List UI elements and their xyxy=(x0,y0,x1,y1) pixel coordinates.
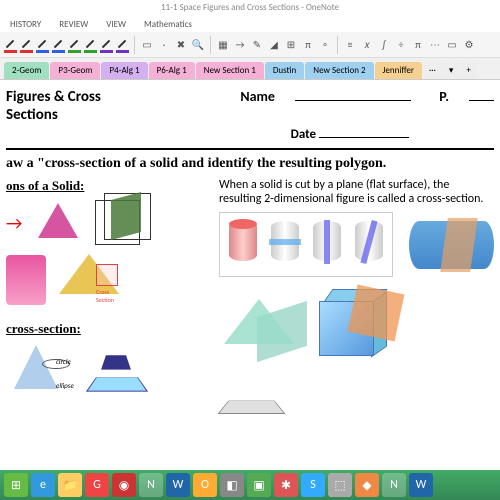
taskbar-start[interactable]: ⊞ xyxy=(4,473,28,497)
date-blank[interactable] xyxy=(319,137,409,138)
menu-mathematics[interactable]: Mathematics xyxy=(144,19,192,30)
ribbon-tool-15[interactable]: π xyxy=(411,38,425,52)
date-label: Date xyxy=(291,127,316,142)
period-blank[interactable] xyxy=(469,100,494,101)
pen-tool-6[interactable] xyxy=(100,38,113,51)
blue-cube-diagram xyxy=(317,289,387,359)
taskbar-app1[interactable]: ◉ xyxy=(112,473,136,497)
pen-tool-0[interactable] xyxy=(4,38,17,51)
taskbar-ie[interactable]: e xyxy=(31,473,55,497)
ribbon-tool-11[interactable]: ≡ xyxy=(343,38,357,52)
ribbon-tool-8[interactable]: ⊞ xyxy=(284,38,298,52)
square-pyramid-diagram xyxy=(84,341,154,401)
taskbar-app5[interactable]: ⬚ xyxy=(328,473,352,497)
section-tab-extra-2[interactable]: + xyxy=(460,62,476,79)
pen-tool-4[interactable] xyxy=(68,38,81,51)
horizontal-cylinder-diagram xyxy=(409,221,494,269)
menu-history[interactable]: HISTORY xyxy=(10,19,41,30)
explanation-text: When a solid is cut by a plane (flat sur… xyxy=(219,178,494,206)
ribbon-tool-0[interactable]: ▭ xyxy=(140,38,154,52)
taskbar-onenote[interactable]: N xyxy=(139,473,163,497)
taskbar-word2[interactable]: W xyxy=(409,473,433,497)
taskbar-outlook[interactable]: O xyxy=(193,473,217,497)
pen-tool-7[interactable] xyxy=(116,38,129,51)
arrow-icon: → xyxy=(6,212,22,234)
triangular-prism-diagram xyxy=(219,291,309,361)
section-tab-p6-alg-1[interactable]: P6-Alg 1 xyxy=(149,62,195,79)
taskbar-app3[interactable]: ▣ xyxy=(247,473,271,497)
window-title: 11-1 Space Figures and Cross Sections - … xyxy=(0,0,500,16)
objective-text: aw a "cross-section of a solid and ident… xyxy=(6,156,494,172)
ribbon-tool-14[interactable]: ÷ xyxy=(394,38,408,52)
ribbon-tool-3[interactable]: 🔍 xyxy=(191,38,205,52)
taskbar-app6[interactable]: ◆ xyxy=(355,473,379,497)
pyramid-diagram: Cross Section xyxy=(54,252,124,307)
pen-tool-5[interactable] xyxy=(84,38,97,51)
doc-title: Figures & Cross Sections xyxy=(6,88,140,124)
pen-tool-3[interactable] xyxy=(52,38,65,51)
section-heading-2: cross-section: xyxy=(6,321,207,337)
ribbon-tool-7[interactable]: ◢ xyxy=(267,38,281,52)
name-blank[interactable] xyxy=(295,100,411,101)
pen-tool-1[interactable] xyxy=(20,38,33,51)
section-tab-jenniffer[interactable]: Jenniffer xyxy=(375,62,423,79)
section-tabs: 2-GeomP3-GeomP4-Alg 1P6-Alg 1New Section… xyxy=(0,58,500,80)
section-tab-extra-0[interactable]: ··· xyxy=(423,62,442,79)
menu-view[interactable]: VIEW xyxy=(106,19,126,30)
taskbar-app4[interactable]: ✱ xyxy=(274,473,298,497)
taskbar-skype[interactable]: S xyxy=(301,473,325,497)
ribbon-tool-9[interactable]: π xyxy=(301,38,315,52)
ribbon-tool-18[interactable]: ⚙ xyxy=(462,38,476,52)
page-content: Figures & Cross Sections Name P. Date aw… xyxy=(0,80,500,470)
ribbon-tool-1[interactable]: · xyxy=(157,38,171,52)
ribbon-tool-5[interactable]: → xyxy=(233,38,247,52)
ribbon-toolbar: ▭·✖🔍▦→✎◢⊞π∘≡𝑥∫÷π⋯▭⚙ xyxy=(0,32,500,58)
pen-tool-2[interactable] xyxy=(36,38,49,51)
ribbon-tool-16[interactable]: ⋯ xyxy=(428,38,442,52)
ribbon-tool-17[interactable]: ▭ xyxy=(445,38,459,52)
ribbon-tool-6[interactable]: ✎ xyxy=(250,38,264,52)
ribbon-tool-13[interactable]: ∫ xyxy=(377,38,391,52)
section-heading-1: ons of a Solid: xyxy=(6,178,207,194)
ribbon-tool-12[interactable]: 𝑥 xyxy=(360,38,374,52)
section-tab-2-geom[interactable]: 2-Geom xyxy=(4,62,49,79)
taskbar-onenote2[interactable]: N xyxy=(382,473,406,497)
menu-bar: HISTORY REVIEW VIEW Mathematics xyxy=(0,16,500,32)
name-label: Name xyxy=(240,88,275,105)
period-label: P. xyxy=(439,88,449,105)
section-tab-p4-alg-1[interactable]: P4-Alg 1 xyxy=(101,62,147,79)
taskbar-app2[interactable]: ◧ xyxy=(220,473,244,497)
divider-line xyxy=(6,148,494,150)
ribbon-tool-10[interactable]: ∘ xyxy=(318,38,332,52)
triangle-diagram xyxy=(30,198,85,248)
ribbon-tool-2[interactable]: ✖ xyxy=(174,38,188,52)
section-tab-dustin[interactable]: Dustin xyxy=(265,62,304,79)
ribbon-tool-4[interactable]: ▦ xyxy=(216,38,230,52)
section-tab-extra-1[interactable]: ▾ xyxy=(443,62,460,79)
section-tab-new-section-1[interactable]: New Section 1 xyxy=(196,62,264,79)
cube-slice-diagram xyxy=(93,198,148,248)
section-tab-p3-geom[interactable]: P3-Geom xyxy=(50,62,100,79)
pink-solid-diagram xyxy=(6,255,46,305)
taskbar-explorer[interactable]: 📁 xyxy=(58,473,82,497)
cone-diagram: circle ellipse xyxy=(6,341,76,401)
section-tab-new-section-2[interactable]: New Section 2 xyxy=(305,62,373,79)
taskbar-chrome[interactable]: G xyxy=(85,473,109,497)
taskbar-word[interactable]: W xyxy=(166,473,190,497)
cylinder-sections-diagram xyxy=(219,212,393,277)
pyramid-cutaway-diagram xyxy=(219,365,284,420)
menu-review[interactable]: REVIEW xyxy=(59,19,88,30)
taskbar: ⊞e📁G◉NWO◧▣✱S⬚◆NW xyxy=(0,470,500,500)
